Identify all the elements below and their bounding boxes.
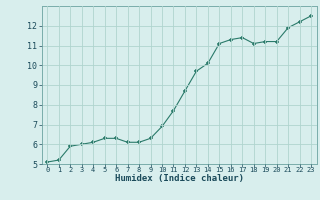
X-axis label: Humidex (Indice chaleur): Humidex (Indice chaleur): [115, 174, 244, 183]
